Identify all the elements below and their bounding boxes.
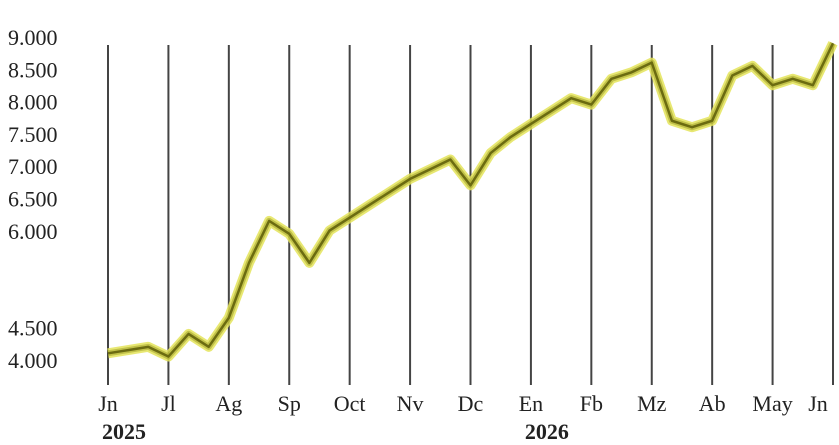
x-tick-label: Dc [458,391,484,416]
line [107,42,835,358]
x-tick-label: Sp [278,391,301,416]
x-group-label: 2026 [525,419,569,440]
y-tick-label: 6.500 [8,187,58,212]
y-tick-label: 6.000 [8,219,58,244]
x-group-label: 2025 [102,419,146,440]
y-tick-label: 9.000 [8,25,58,50]
x-tick-label: Fb [580,391,603,416]
y-tick-label: 7.000 [8,154,58,179]
y-tick-label: 7.500 [8,122,58,147]
x-tick-label: Jn [98,391,118,416]
x-tick-label: May [752,391,792,416]
x-tick-label: Jl [161,391,176,416]
x-tick-label: Mz [637,391,667,416]
x-tick-label: En [519,391,543,416]
y-tick-label: 8.500 [8,57,58,82]
y-tick-label: 8.000 [8,90,58,115]
y-tick-label: 4.000 [8,348,58,373]
x-tick-label: Oct [334,391,366,416]
y-tick-label: 4.500 [8,316,58,341]
x-tick-label: Ab [699,391,726,416]
x-tick-label: Jn [808,391,828,416]
x-tick-label: Nv [397,391,424,416]
x-tick-label: Ag [215,391,242,416]
